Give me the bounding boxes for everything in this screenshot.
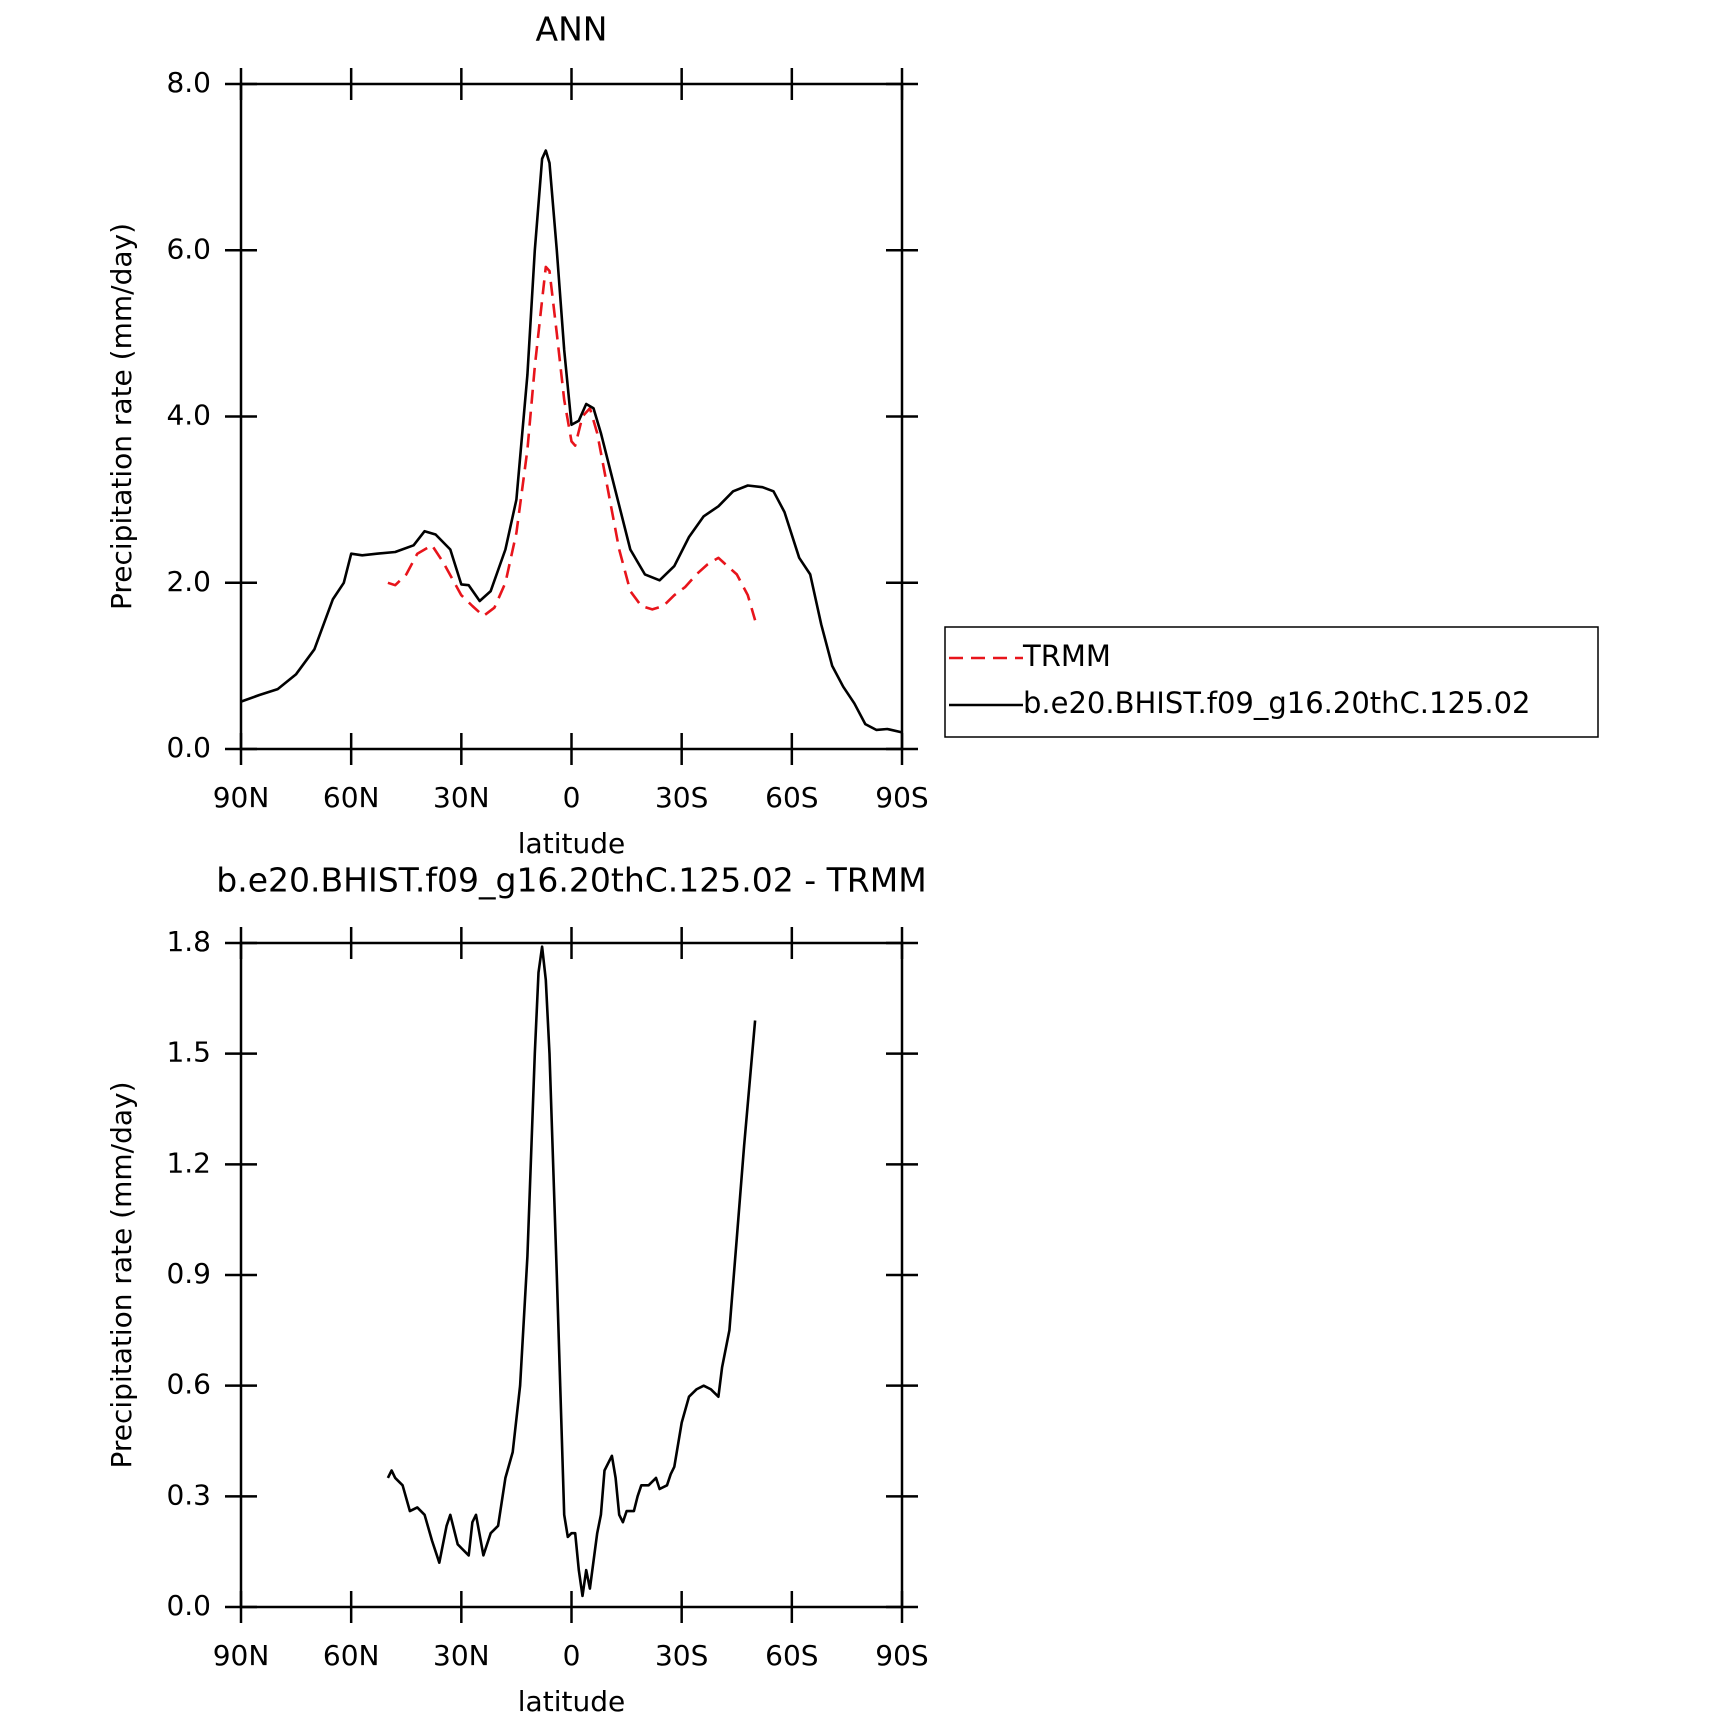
y-axis-label: Precipitation rate (mm/day) [105,223,138,610]
y-tick-label: 0.0 [166,731,211,764]
x-axis-label: latitude [518,1685,625,1718]
chart-title: ANN [536,10,608,49]
y-tick-label: 8.0 [166,66,211,99]
x-tick-label: 30S [655,781,708,814]
y-tick-label: 0.6 [166,1368,211,1401]
x-tick-label: 90S [875,1639,928,1672]
x-tick-label: 0 [563,781,581,814]
plot-frame [239,941,904,1609]
y-tick-label: 1.2 [166,1146,211,1179]
y-tick-label: 2.0 [166,565,211,598]
y-tick-label: 6.0 [166,232,211,265]
legend-label: b.e20.BHIST.f09_g16.20thC.125.02 [1023,686,1530,720]
x-tick-label: 0 [563,1639,581,1672]
x-tick-label: 30S [655,1639,708,1672]
legend-label: TRMM [1022,639,1111,673]
legend-box [944,626,1599,738]
plot-frame [239,82,904,751]
x-tick-label: 60N [323,781,380,814]
chart-title: b.e20.BHIST.f09_g16.20thC.125.02 - TRMM [216,861,926,900]
x-tick-label: 90N [213,781,270,814]
x-axis-label: latitude [518,827,625,860]
y-tick-label: 0.9 [166,1257,211,1290]
y-tick-label: 0.0 [166,1589,211,1622]
x-tick-label: 90N [213,1639,270,1672]
x-tick-label: 90S [875,781,928,814]
x-tick-label: 60N [323,1639,380,1672]
y-tick-label: 0.3 [166,1478,211,1511]
y-tick-label: 1.5 [166,1036,211,1069]
x-tick-label: 60S [765,1639,818,1672]
x-tick-label: 60S [765,781,818,814]
y-tick-label: 1.8 [166,925,211,958]
y-axis-label: Precipitation rate (mm/day) [105,1081,138,1468]
data-line [240,149,903,734]
data-line [387,265,757,621]
x-tick-label: 30N [433,781,490,814]
y-tick-label: 4.0 [166,399,211,432]
data-line [386,945,757,1598]
x-tick-label: 30N [433,1639,490,1672]
